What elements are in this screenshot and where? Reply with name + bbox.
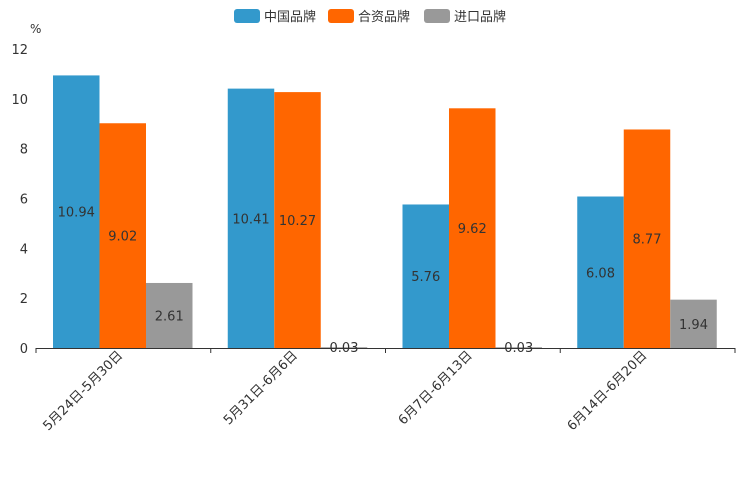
x-tick-label: 6月7日-6月13日 (396, 348, 476, 428)
data-label: 6.08 (586, 266, 615, 281)
legend-item-2[interactable]: 合资品牌 (328, 9, 410, 25)
bar-1-4 (577, 196, 624, 348)
y-axis-unit-label: % (30, 22, 41, 36)
bar-1-3 (402, 204, 449, 348)
bar-2-4 (623, 129, 671, 348)
bar-3-4 (670, 299, 717, 348)
data-label: 10.94 (58, 206, 95, 221)
data-label: 5.76 (411, 270, 440, 285)
legend-swatch (328, 9, 354, 23)
legend: 中国品牌 合资品牌 进口品牌 (234, 9, 506, 25)
bar-3-1 (146, 282, 193, 348)
bar-2-2 (274, 92, 321, 348)
y-tick-label: 12 (11, 43, 28, 58)
legend-item-1[interactable]: 中国品牌 (234, 9, 316, 25)
y-tick-label: 8 (20, 143, 28, 158)
y-tick-label: 6 (20, 193, 28, 208)
bar-3-3 (495, 347, 542, 348)
y-tick-label: 4 (20, 242, 28, 257)
data-label: 1.94 (679, 318, 708, 333)
legend-label: 进口品牌 (454, 9, 506, 25)
x-tick-label: 5月24日-5月30日 (40, 348, 126, 434)
x-axis: 5月24日-5月30日 5月31日-6月6日 6月7日-6月13日 6月14日-6月2… (35, 348, 736, 434)
y-axis: 0 2 4 6 8 10 12 (11, 43, 28, 357)
legend-swatch (234, 9, 260, 23)
data-label: 9.62 (458, 222, 487, 237)
bar-1-1 (53, 75, 100, 348)
y-tick-label: 2 (20, 292, 28, 307)
bar-1-2 (227, 88, 275, 349)
bar-3-2 (320, 347, 368, 348)
bar-2-3 (449, 108, 496, 348)
legend-label: 中国品牌 (264, 9, 316, 25)
data-label: 8.77 (633, 233, 662, 248)
bar-2-1 (99, 123, 146, 348)
data-label: 10.41 (232, 212, 269, 227)
legend-item-3[interactable]: 进口品牌 (424, 9, 506, 25)
x-tick-label: 5月31日-6月6日 (221, 348, 301, 428)
y-tick-label: 0 (20, 342, 28, 357)
legend-swatch (424, 9, 450, 23)
legend-label: 合资品牌 (358, 9, 410, 25)
data-label: 9.02 (108, 230, 137, 245)
data-label: 10.27 (279, 214, 316, 229)
x-tick-label: 6月14日-6月20日 (565, 348, 651, 434)
y-tick-label: 10 (11, 93, 28, 108)
data-label: 2.61 (155, 309, 184, 324)
